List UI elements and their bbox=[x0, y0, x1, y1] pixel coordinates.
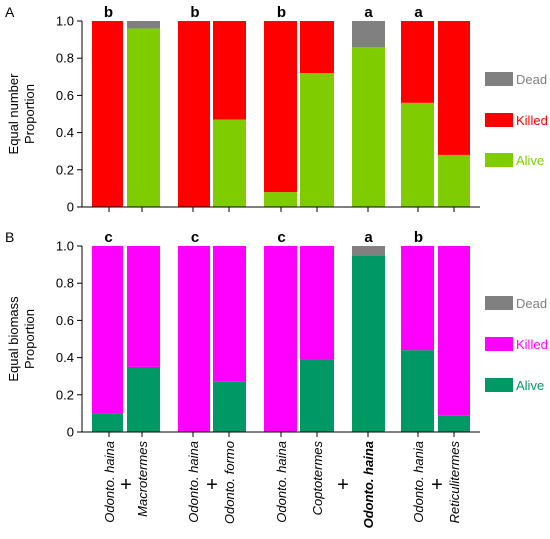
significance-letter: b bbox=[190, 4, 199, 21]
legend-swatch bbox=[485, 378, 513, 392]
bar-segment-alive bbox=[264, 192, 297, 207]
y-tick-label: 0.6 bbox=[56, 313, 74, 328]
bar-segment-alive bbox=[401, 350, 434, 432]
y-tick-label: 1.0 bbox=[56, 14, 74, 29]
y-tick-label: 0.4 bbox=[56, 350, 74, 365]
significance-letter: c bbox=[104, 229, 112, 246]
bar-segment-killed bbox=[213, 246, 246, 382]
y-tick-label: 1.0 bbox=[56, 239, 74, 254]
panel-label: B bbox=[5, 229, 14, 245]
panel-label: A bbox=[5, 4, 15, 20]
x-label: Odonto. haina bbox=[274, 441, 289, 523]
bar-segment-alive bbox=[127, 28, 160, 207]
legend-label: Alive bbox=[516, 153, 544, 168]
bar-segment-alive bbox=[213, 119, 246, 207]
y-tick-label: 0.2 bbox=[56, 387, 74, 402]
bar-segment-killed bbox=[264, 21, 297, 193]
significance-letter: b bbox=[277, 4, 286, 21]
bar-segment-alive bbox=[92, 413, 123, 432]
bar-segment-killed bbox=[264, 246, 297, 432]
bar-segment-killed bbox=[127, 246, 160, 367]
y-axis-label: Proportion bbox=[22, 309, 37, 369]
significance-letter: a bbox=[364, 229, 373, 246]
legend-label: Killed bbox=[516, 113, 548, 128]
legend-swatch bbox=[485, 153, 513, 167]
bar-segment-alive bbox=[352, 255, 385, 432]
plus-sign: + bbox=[120, 474, 132, 496]
bar-segment-alive bbox=[127, 366, 160, 432]
legend-swatch bbox=[485, 113, 513, 127]
y-tick-label: 0 bbox=[67, 200, 74, 215]
bar-segment-alive bbox=[352, 47, 385, 207]
significance-letter: a bbox=[414, 4, 423, 21]
y-tick-label: 0.8 bbox=[56, 51, 74, 66]
x-label: Odonto. haina bbox=[361, 441, 376, 528]
bar-segment-killed bbox=[300, 21, 334, 74]
legend-swatch bbox=[485, 72, 513, 86]
legend-label: Killed bbox=[516, 337, 548, 352]
bar-segment-alive bbox=[300, 359, 334, 432]
bar-segment-alive bbox=[438, 415, 470, 432]
y-tick-label: 0 bbox=[67, 425, 74, 440]
bar-segment-killed bbox=[300, 246, 334, 360]
y-axis-label: Equal biomass bbox=[6, 296, 21, 382]
bar-segment-killed bbox=[401, 246, 434, 351]
plus-sign: + bbox=[431, 474, 443, 496]
bar-segment-killed bbox=[178, 246, 210, 432]
legend-label: Dead bbox=[516, 296, 547, 311]
x-label: Odonto. haina bbox=[186, 441, 201, 523]
bar-segment-alive bbox=[401, 102, 434, 207]
bar-segment-alive bbox=[300, 73, 334, 207]
x-label: Coptotermes bbox=[310, 441, 325, 516]
bar-segment-alive bbox=[438, 154, 470, 207]
y-tick-label: 0.4 bbox=[56, 125, 74, 140]
bar-segment-dead bbox=[352, 21, 385, 48]
significance-letter: b bbox=[104, 4, 113, 21]
bar-segment-dead bbox=[352, 246, 385, 256]
x-label: Odonto. haina bbox=[102, 441, 117, 523]
y-tick-label: 0.2 bbox=[56, 162, 74, 177]
significance-letter: b bbox=[414, 229, 423, 246]
plus-sign: + bbox=[206, 474, 218, 496]
legend-swatch bbox=[485, 337, 513, 351]
significance-letter: c bbox=[191, 229, 199, 246]
bar-segment-alive bbox=[213, 381, 246, 432]
x-label: Odonto. hania bbox=[411, 441, 426, 523]
plus-sign: + bbox=[337, 474, 349, 496]
x-label: Macrotermes bbox=[135, 441, 150, 517]
bar-segment-killed bbox=[178, 21, 210, 207]
legend-label: Dead bbox=[516, 72, 547, 87]
y-axis-label: Proportion bbox=[22, 84, 37, 144]
x-label: Odonto. formo bbox=[222, 441, 237, 524]
y-axis-label: Equal number bbox=[6, 73, 21, 155]
bar-segment-dead bbox=[127, 21, 160, 29]
bar-segment-killed bbox=[438, 246, 470, 416]
bar-segment-killed bbox=[401, 21, 434, 103]
bar-segment-killed bbox=[92, 246, 123, 414]
y-tick-label: 0.8 bbox=[56, 276, 74, 291]
legend-swatch bbox=[485, 296, 513, 310]
bar-segment-killed bbox=[438, 21, 470, 155]
x-label: Reticulitermes bbox=[447, 441, 462, 524]
bar-segment-killed bbox=[92, 21, 123, 207]
significance-letter: c bbox=[277, 229, 285, 246]
y-tick-label: 0.6 bbox=[56, 88, 74, 103]
bar-segment-killed bbox=[213, 21, 246, 120]
significance-letter: a bbox=[364, 4, 373, 21]
legend-label: Alive bbox=[516, 378, 544, 393]
